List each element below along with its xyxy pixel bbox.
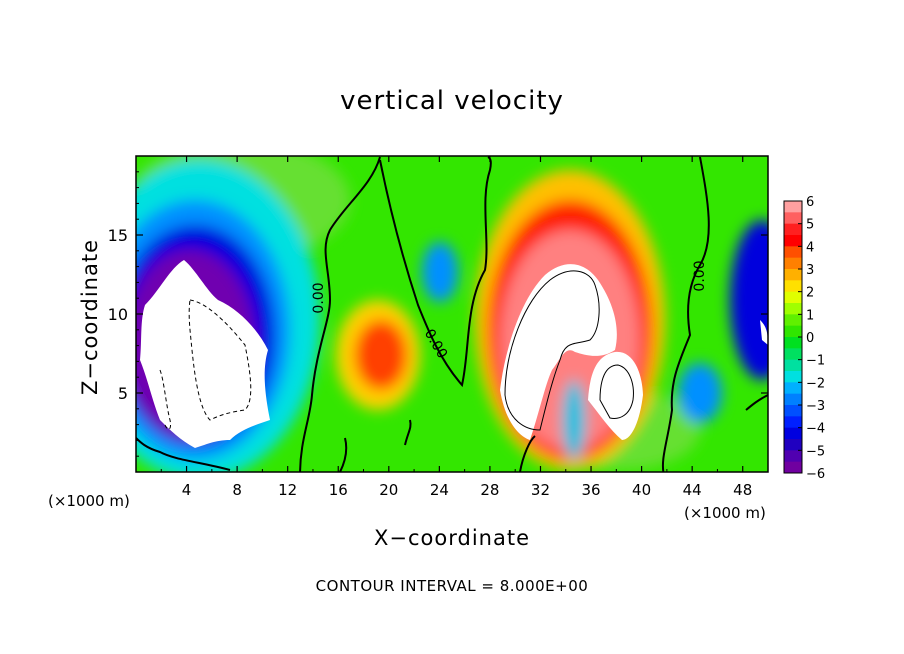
contour-label: 0.00 <box>311 282 327 313</box>
colorbar-tick-label: 1 <box>806 308 814 323</box>
x-tick-label: 24 <box>430 481 449 499</box>
contour-interval-lines <box>504 270 634 431</box>
colorbar-tick-label: 2 <box>806 286 814 301</box>
colorbar-swatch <box>784 337 802 349</box>
x-tick-label: 32 <box>531 481 550 499</box>
contour-interval-note: CONTOUR INTERVAL = 8.000E+00 <box>315 577 589 595</box>
x-tick-label: 8 <box>232 481 242 499</box>
colorbar-tick-label: −5 <box>806 444 825 459</box>
x-unit-right: (×1000 m) <box>684 504 766 522</box>
colorbar-tick-label: 5 <box>806 218 814 233</box>
zero-contours <box>136 156 768 472</box>
colorbar-swatch <box>784 201 802 213</box>
contour-line <box>404 419 412 446</box>
y-axis-label: Z−coordinate <box>78 239 102 395</box>
contour-labels: 0.000.000.00 <box>311 260 708 361</box>
colorbar-tick-label: 0 <box>806 331 814 346</box>
x-tick-label: 20 <box>379 481 398 499</box>
contour-line <box>599 364 634 419</box>
colorbar-tick-label: −6 <box>806 467 825 482</box>
updraft-mid <box>355 320 407 390</box>
colorbar-swatch <box>784 439 802 451</box>
colorbar-swatch <box>784 393 802 406</box>
colorbar-swatch <box>784 257 802 270</box>
y-tick-label: 10 <box>108 305 128 324</box>
x-tick-label: 12 <box>278 481 297 499</box>
contour-line <box>159 369 171 430</box>
colorbar-swatch <box>784 461 802 474</box>
colorbar-swatch <box>784 303 802 315</box>
x-tick-label: 28 <box>480 481 499 499</box>
contour-line <box>504 270 600 431</box>
colorbar-swatch <box>784 359 802 372</box>
colorbar-tick-label: −3 <box>806 399 825 414</box>
saturated-low-region <box>140 260 270 448</box>
x-axis: 4 8 12 16 20 24 28 32 36 40 44 48 <box>160 156 752 499</box>
colorbar-swatch <box>784 246 802 259</box>
colorbar: 6 5 4 3 2 1 0 −1 −2 −3 −4 −5 −6 <box>783 195 825 482</box>
colorbar-swatch <box>784 371 802 383</box>
y-tick-label: 5 <box>118 384 128 403</box>
lower-right-downdraft <box>678 363 722 423</box>
colorbar-swatch <box>784 382 802 395</box>
contour-line <box>661 156 710 472</box>
colorbar-tick-label: −1 <box>806 354 825 369</box>
colorbar-tick-label: −2 <box>806 376 825 391</box>
x-tick-label: 44 <box>683 481 702 499</box>
right-downdraft <box>730 220 768 380</box>
colorbar-swatch <box>784 223 802 236</box>
colorbar-swatch <box>784 235 802 247</box>
negative-contours <box>159 299 252 430</box>
x-tick-label: 36 <box>581 481 600 499</box>
colorbar-swatch <box>784 280 802 293</box>
contour-line <box>745 394 768 411</box>
colorbar-swatch <box>784 416 802 429</box>
heatmap-field <box>136 156 768 472</box>
colorbar-tick-label: 6 <box>806 195 814 210</box>
x-tick-label: 40 <box>632 481 651 499</box>
colorbar-swatch <box>784 212 802 225</box>
saturated-high-region <box>500 264 617 440</box>
contour-line <box>379 156 492 388</box>
colorbar-swatch <box>784 427 802 440</box>
contour-line <box>188 299 252 421</box>
chart-title: vertical velocity <box>340 86 564 116</box>
x-tick-label: 16 <box>329 481 348 499</box>
y-tick-label: 15 <box>108 226 128 245</box>
colorbar-swatch <box>784 291 802 304</box>
x-axis-label: X−coordinate <box>374 526 530 550</box>
contour-line <box>299 156 381 472</box>
colorbar-swatch <box>784 269 802 281</box>
contour-line <box>519 435 536 472</box>
colorbar-swatch <box>784 348 802 361</box>
colorbar-tick-label: 3 <box>806 263 814 278</box>
colorbar-swatch <box>784 314 802 327</box>
contour-label: 0.00 <box>692 260 708 291</box>
y-axis: 5 10 15 <box>108 171 768 457</box>
small-downdraft <box>422 242 458 302</box>
contour-line <box>136 437 231 471</box>
colorbar-tick-label: 4 <box>806 240 814 255</box>
x-tick-label: 4 <box>182 481 192 499</box>
saturated-right-region <box>760 320 768 345</box>
contour-line <box>339 437 348 472</box>
narrow-downdraft <box>562 380 586 460</box>
colorbar-tick-label: −4 <box>806 422 825 437</box>
colorbar-swatch <box>784 450 802 463</box>
colorbar-swatch <box>784 405 802 417</box>
x-tick-label: 48 <box>733 481 752 499</box>
colorbar-swatch <box>784 325 802 338</box>
x-unit-left: (×1000 m) <box>48 492 130 510</box>
